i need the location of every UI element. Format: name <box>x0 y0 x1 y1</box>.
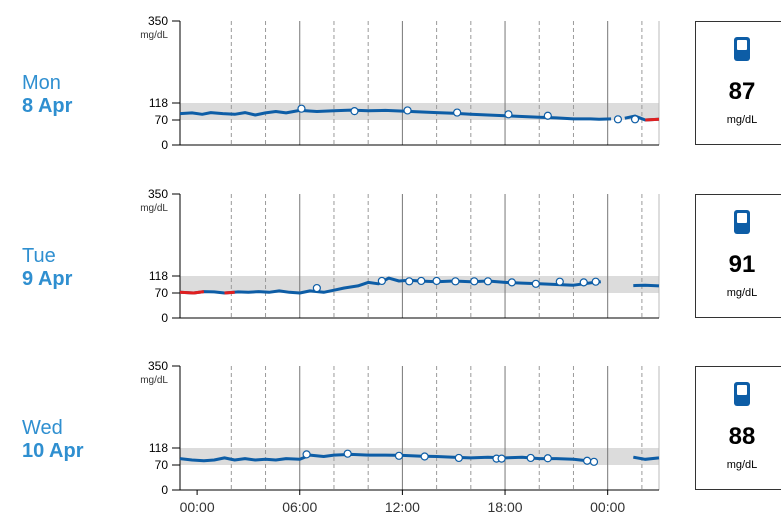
glucose-reading-marker <box>583 456 592 465</box>
glucose-low-segment <box>179 290 205 295</box>
glucose-reading-marker <box>591 277 600 286</box>
glucose-reading-marker <box>451 277 460 286</box>
glucose-reading-marker <box>589 457 599 466</box>
y-tick-label: 70 <box>155 286 169 300</box>
y-tick-label: 70 <box>155 458 169 472</box>
glucose-reading-marker <box>394 451 404 460</box>
glucose-reading-marker <box>507 278 516 287</box>
y-tick-label: 0 <box>161 138 168 152</box>
reading-card-tue: 91 mg/dL <box>695 194 781 318</box>
day-label-tue: Tue 9 Apr <box>22 245 142 291</box>
day-name: Mon <box>22 72 61 94</box>
glucose-reading-marker <box>403 106 412 115</box>
glucose-reading-marker <box>417 276 426 286</box>
reading-card-mon: 87 mg/dL <box>695 21 781 145</box>
glucose-low-segment <box>645 117 660 122</box>
x-tick-label: 12:00 <box>385 499 420 515</box>
glucose-reading-marker <box>453 108 462 117</box>
day-date: 10 Apr <box>22 440 84 462</box>
day-name: Wed <box>22 417 63 439</box>
glucose-reading-marker <box>420 452 429 461</box>
y-tick-label: 118 <box>149 269 168 283</box>
x-tick-label: 00:00 <box>590 499 625 515</box>
x-tick-label: 00:00 <box>180 499 215 515</box>
glucose-reading-marker <box>630 115 640 124</box>
y-tick-label: 118 <box>149 441 168 455</box>
day-name: Tue <box>22 245 56 267</box>
glucose-meter-icon <box>734 210 750 234</box>
reading-value: 91 <box>728 251 756 278</box>
glucose-reading-marker <box>454 453 463 463</box>
glucose-meter-icon <box>734 37 750 61</box>
y-tick-label: 70 <box>155 113 169 127</box>
reading-unit: mg/dL <box>726 459 758 471</box>
glucose-reading-marker <box>543 111 552 120</box>
glucose-reading-marker <box>302 450 311 459</box>
x-tick-label: 18:00 <box>488 499 523 515</box>
y-tick-label: 118 <box>149 96 168 110</box>
glucose-reading-marker <box>377 276 386 286</box>
glucose-reading-marker <box>432 276 441 286</box>
day-date: 9 Apr <box>22 268 73 290</box>
day-label-mon: Mon 8 Apr <box>22 72 142 118</box>
glucose-reading-marker <box>543 454 552 463</box>
glucose-reading-marker <box>504 110 513 119</box>
glucose-reading-marker <box>531 279 540 288</box>
glucose-reading-marker <box>526 453 535 463</box>
glucose-reading-marker <box>343 449 352 458</box>
glucose-meter-icon <box>734 382 750 406</box>
y-tick-label: 350 <box>148 359 168 373</box>
x-tick-label: 06:00 <box>282 499 317 515</box>
y-tick-label: 350 <box>148 14 168 28</box>
glucose-low-segment <box>224 290 235 295</box>
glucose-reading-marker <box>405 277 414 286</box>
glucose-line <box>633 455 660 461</box>
day-label-wed: Wed 10 Apr <box>22 417 142 463</box>
y-unit-label: mg/dL <box>140 203 168 214</box>
glucose-reading-marker <box>297 104 306 113</box>
y-unit-label: mg/dL <box>140 375 168 386</box>
glucose-reading-marker <box>483 277 493 286</box>
y-tick-label: 350 <box>148 187 168 201</box>
glucose-reading-marker <box>470 277 479 286</box>
reading-card-wed: 88 mg/dL <box>695 366 781 490</box>
reading-unit: mg/dL <box>726 114 758 126</box>
glucose-reading-marker <box>312 283 321 293</box>
glucose-line <box>179 276 601 295</box>
day-date: 8 Apr <box>22 95 73 117</box>
glucose-line <box>633 283 660 288</box>
reading-unit: mg/dL <box>726 287 758 299</box>
y-tick-label: 0 <box>161 483 168 497</box>
glucose-reading-marker <box>350 107 359 116</box>
y-unit-label: mg/dL <box>140 30 168 41</box>
reading-value: 87 <box>728 78 756 105</box>
glucose-reading-marker <box>613 115 623 124</box>
glucose-line <box>179 452 588 463</box>
glucose-reading-marker <box>497 454 506 463</box>
glucose-line <box>179 108 612 121</box>
glucose-reading-marker <box>579 278 588 287</box>
reading-value: 88 <box>728 423 756 450</box>
glucose-reading-marker <box>555 277 564 286</box>
y-tick-label: 0 <box>161 311 168 325</box>
